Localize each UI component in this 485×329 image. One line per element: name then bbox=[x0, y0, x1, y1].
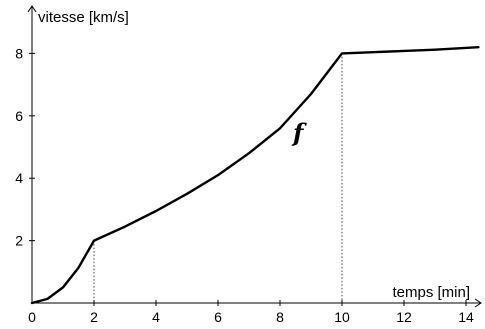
x-tick-label: 4 bbox=[152, 309, 160, 325]
x-tick-label: 0 bbox=[28, 309, 36, 325]
y-tick-label: 2 bbox=[15, 233, 23, 249]
x-tick-label: 8 bbox=[276, 309, 284, 325]
x-tick-label: 12 bbox=[396, 309, 412, 325]
y-tick-label: 6 bbox=[15, 108, 23, 124]
x-axis-arrow bbox=[474, 298, 482, 308]
series-line bbox=[30, 46, 480, 305]
x-tick-label: 6 bbox=[214, 309, 222, 325]
guide-lines bbox=[93, 53, 343, 303]
x-tick-label: 14 bbox=[458, 309, 474, 325]
curve-label: f bbox=[291, 118, 307, 147]
axes bbox=[27, 5, 482, 308]
x-tick-label: 2 bbox=[90, 309, 98, 325]
y-ticks: 2 4 6 8 bbox=[15, 45, 35, 249]
y-tick-label: 8 bbox=[15, 45, 23, 61]
y-axis-label: vitesse [km/s] bbox=[38, 9, 129, 26]
y-tick-label: 4 bbox=[15, 170, 23, 186]
x-ticks: 0 2 4 6 8 10 12 14 bbox=[28, 300, 474, 325]
x-tick-label: 10 bbox=[334, 309, 350, 325]
y-axis-arrow bbox=[27, 5, 37, 13]
x-axis-label: temps [min] bbox=[392, 284, 470, 301]
series-layer bbox=[30, 46, 480, 305]
